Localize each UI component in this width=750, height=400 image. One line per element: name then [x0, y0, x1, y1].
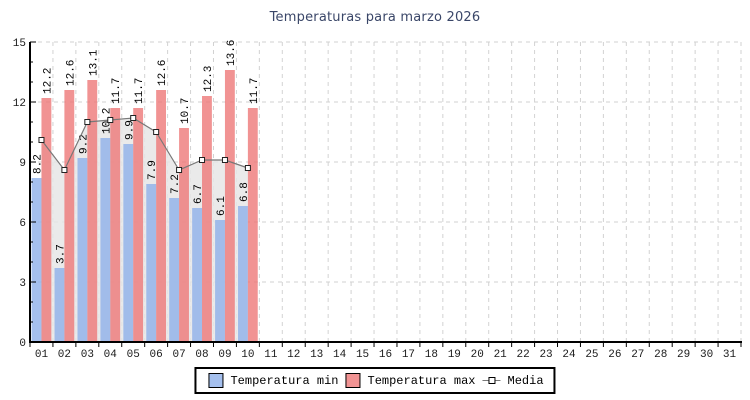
x-tick-label: 17: [402, 349, 415, 361]
y-tick-label: 12: [13, 98, 26, 110]
x-tick-label: 24: [562, 349, 576, 361]
x-tick-label: 05: [127, 349, 140, 361]
media-marker: [221, 157, 228, 163]
chart-title: Temperaturas para marzo 2026: [269, 10, 481, 25]
y-tick-label: 15: [13, 38, 26, 50]
x-tick-label: 07: [172, 349, 185, 361]
legend-label-min: Temperatura min: [230, 373, 339, 388]
legend-label-media: Media: [507, 373, 544, 388]
bar-value-label: 13.6: [226, 40, 238, 66]
x-tick-label: 21: [494, 349, 508, 361]
x-tick-label: 30: [700, 349, 713, 361]
bar-temperatura-max: [133, 108, 144, 342]
x-tick-label: 08: [195, 349, 208, 361]
x-tick-label: 09: [218, 349, 231, 361]
bar-temperatura-max: [110, 108, 121, 342]
legend-swatch-min-icon: [208, 373, 224, 388]
media-marker: [61, 167, 68, 173]
y-tick-label: 6: [19, 218, 26, 230]
legend-swatch-max-icon: [345, 373, 361, 388]
x-tick-label: 16: [379, 349, 392, 361]
x-tick-label: 23: [539, 349, 552, 361]
bar-temperatura-min: [169, 198, 180, 342]
bar-temperatura-min: [215, 220, 225, 342]
bar-value-label: 12.3: [203, 66, 215, 92]
bar-value-label: 11.7: [111, 78, 123, 104]
x-tick-label: 02: [58, 349, 71, 361]
x-tick-label: 26: [608, 349, 621, 361]
bar-temperatura-min: [77, 158, 88, 342]
x-tick-label: 28: [654, 349, 667, 361]
bar-temperatura-max: [87, 80, 98, 342]
bar-temperatura-min: [31, 178, 42, 342]
bar-temperatura-min: [123, 144, 134, 342]
legend-label-max: Temperatura max: [367, 373, 476, 388]
y-tick-label: 9: [19, 158, 26, 170]
x-tick-label: 04: [104, 349, 118, 361]
x-tick-label: 13: [310, 349, 323, 361]
bar-value-label: 11.7: [134, 78, 146, 104]
bar-temperatura-max: [202, 96, 212, 342]
media-marker: [244, 165, 251, 171]
media-marker: [199, 157, 206, 163]
media-marker: [153, 129, 160, 135]
bar-value-label: 13.1: [88, 49, 100, 76]
media-marker: [38, 137, 45, 143]
x-tick-label: 20: [471, 349, 484, 361]
x-tick-label: 14: [333, 349, 347, 361]
x-tick-label: 18: [425, 349, 438, 361]
media-marker: [107, 117, 114, 123]
bar-temperatura-max: [224, 70, 235, 342]
bar-value-label: 12.2: [42, 68, 54, 94]
bar-temperatura-max: [156, 90, 167, 342]
x-tick-label: 22: [517, 349, 530, 361]
bar-temperatura-max: [41, 98, 52, 342]
legend: Temperatura min Temperatura max Media: [194, 367, 556, 394]
x-tick-label: 10: [241, 349, 254, 361]
bar-temperatura-max: [64, 90, 75, 342]
bar-value-label: 10.7: [180, 98, 192, 124]
bar-temperatura-max: [179, 128, 189, 342]
bar-temperatura-min: [54, 268, 65, 342]
x-tick-label: 15: [356, 349, 369, 361]
bar-value-label: 11.7: [249, 78, 261, 104]
bar-value-label: 12.6: [65, 60, 77, 86]
x-tick-label: 01: [35, 349, 49, 361]
x-tick-label: 27: [631, 349, 644, 361]
y-tick-label: 3: [19, 278, 26, 290]
media-marker: [84, 119, 91, 125]
bar-value-label: 12.6: [157, 60, 169, 86]
media-marker: [176, 167, 183, 173]
x-tick-label: 06: [150, 349, 163, 361]
x-tick-label: 11: [264, 349, 278, 361]
bar-temperatura-min: [238, 206, 248, 342]
x-tick-label: 03: [81, 349, 94, 361]
x-tick-label: 25: [585, 349, 598, 361]
x-tick-label: 31: [723, 349, 737, 361]
media-marker: [130, 115, 137, 121]
bar-temperatura-min: [146, 184, 157, 342]
media-line: [40, 117, 249, 172]
bar-temperatura-min: [192, 208, 203, 342]
bar-temperatura-min: [100, 138, 111, 342]
x-tick-label: 29: [677, 349, 690, 361]
x-tick-label: 12: [287, 349, 300, 361]
legend-media-marker-icon: [482, 376, 501, 385]
x-tick-label: 19: [448, 349, 461, 361]
bar-temperatura-max: [247, 108, 258, 342]
y-tick-label: 0: [19, 338, 26, 350]
